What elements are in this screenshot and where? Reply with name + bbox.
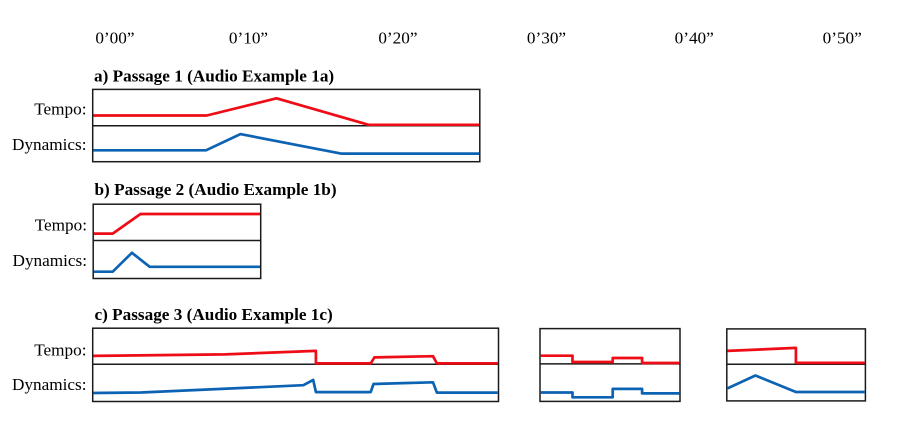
- svg-text:Tempo:: Tempo:: [34, 99, 86, 118]
- svg-text:Dynamics:: Dynamics:: [12, 375, 86, 394]
- svg-text:0’40”: 0’40”: [675, 28, 714, 47]
- svg-text:Tempo:: Tempo:: [34, 340, 86, 359]
- svg-text:0’30”: 0’30”: [527, 28, 566, 47]
- svg-text:0’10”: 0’10”: [229, 28, 268, 47]
- svg-text:Tempo:: Tempo:: [35, 215, 87, 234]
- svg-text:0’00”: 0’00”: [95, 28, 134, 47]
- svg-text:0’20”: 0’20”: [378, 28, 417, 47]
- svg-text:Dynamics:: Dynamics:: [12, 135, 86, 154]
- svg-text:b) Passage 2 (Audio Example 1b: b) Passage 2 (Audio Example 1b): [95, 180, 337, 199]
- svg-text:0’50”: 0’50”: [823, 28, 862, 47]
- svg-text:c) Passage 3 (Audio Example 1c: c) Passage 3 (Audio Example 1c): [95, 305, 333, 324]
- svg-text:a) Passage 1 (Audio Example 1a: a) Passage 1 (Audio Example 1a): [94, 66, 334, 85]
- svg-text:Dynamics:: Dynamics:: [13, 251, 87, 270]
